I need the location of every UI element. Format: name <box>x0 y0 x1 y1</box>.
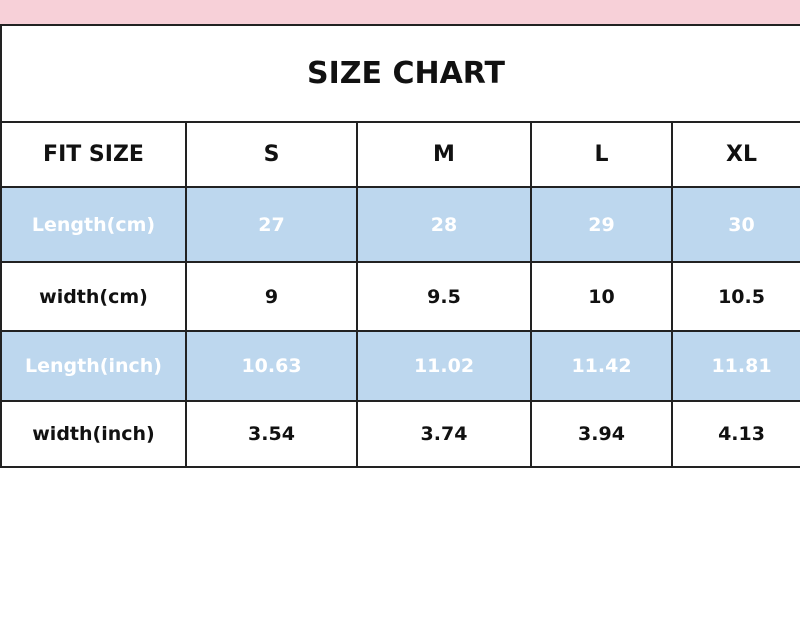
size-chart-table: SIZE CHART FIT SIZE S M L XL Length(cm) … <box>0 24 800 468</box>
row-label: width(cm) <box>0 261 187 332</box>
table-title: SIZE CHART <box>0 24 800 123</box>
header-cell: L <box>530 121 673 188</box>
cell: 3.74 <box>356 400 532 468</box>
header-cell: S <box>185 121 358 188</box>
header-cell: M <box>356 121 532 188</box>
row-label: Length(inch) <box>0 330 187 402</box>
cell: 28 <box>356 186 532 263</box>
cell: 9 <box>185 261 358 332</box>
cell: 10.5 <box>670 261 800 332</box>
table-row: width(cm) 9 9.5 10 10.5 <box>0 261 800 332</box>
header-cell: XL <box>670 121 800 188</box>
cell: 29 <box>530 186 673 263</box>
cell: 10 <box>530 261 673 332</box>
cell: 27 <box>185 186 358 263</box>
header-row: FIT SIZE S M L XL <box>0 121 800 188</box>
cell: 11.02 <box>356 330 532 402</box>
cell: 3.94 <box>530 400 673 468</box>
row-label: Length(cm) <box>0 186 187 263</box>
row-label: width(inch) <box>0 400 187 468</box>
table-row: width(inch) 3.54 3.74 3.94 4.13 <box>0 400 800 468</box>
table-row: Length(inch) 10.63 11.02 11.42 11.81 <box>0 330 800 402</box>
cell: 30 <box>670 186 800 263</box>
cell: 9.5 <box>356 261 532 332</box>
cell: 4.13 <box>670 400 800 468</box>
cell: 11.42 <box>530 330 673 402</box>
top-band <box>0 0 800 24</box>
table-row: Length(cm) 27 28 29 30 <box>0 186 800 263</box>
header-cell: FIT SIZE <box>0 121 187 188</box>
cell: 10.63 <box>185 330 358 402</box>
cell: 11.81 <box>670 330 800 402</box>
cell: 3.54 <box>185 400 358 468</box>
